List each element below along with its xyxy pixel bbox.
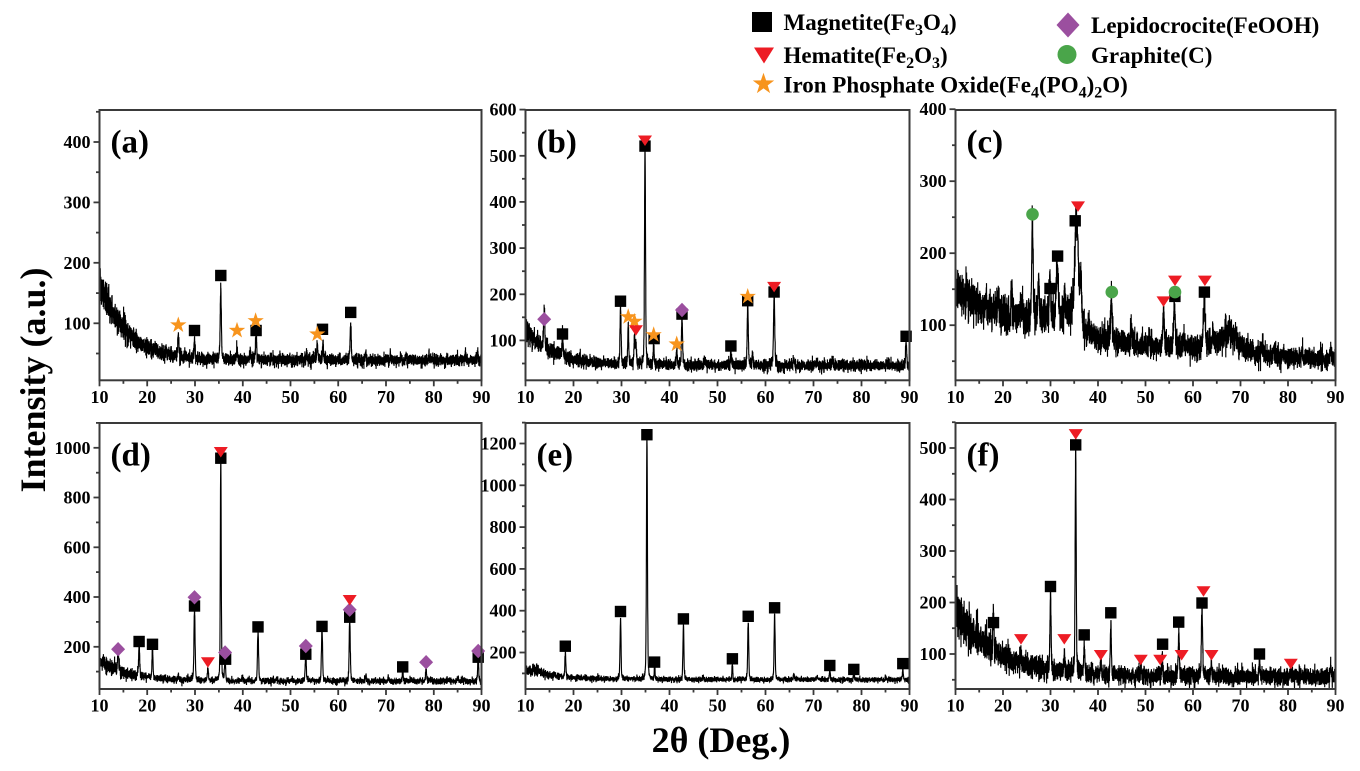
svg-text:10: 10 (517, 387, 535, 407)
svg-text:(a): (a) (111, 125, 149, 161)
svg-text:50: 50 (1137, 387, 1155, 407)
svg-text:50: 50 (282, 387, 300, 407)
svg-text:600: 600 (490, 559, 517, 579)
svg-text:20: 20 (565, 387, 583, 407)
svg-text:60: 60 (757, 387, 775, 407)
svg-text:500: 500 (920, 438, 947, 458)
svg-text:30: 30 (1042, 696, 1060, 716)
svg-text:40: 40 (234, 387, 252, 407)
svg-text:80: 80 (425, 387, 443, 407)
svg-text:50: 50 (709, 696, 727, 716)
svg-text:300: 300 (920, 171, 947, 191)
svg-text:Hematite(Fe2O3): Hematite(Fe2O3) (784, 43, 948, 72)
svg-text:(d): (d) (111, 438, 151, 474)
svg-text:80: 80 (853, 696, 871, 716)
svg-text:Graphite(C): Graphite(C) (1091, 43, 1212, 68)
svg-text:(e): (e) (537, 438, 574, 474)
svg-text:30: 30 (1042, 387, 1060, 407)
svg-text:200: 200 (920, 593, 947, 613)
svg-text:1200: 1200 (481, 434, 517, 454)
svg-text:40: 40 (661, 387, 679, 407)
svg-text:70: 70 (1232, 387, 1250, 407)
svg-text:2θ (Deg.): 2θ (Deg.) (652, 720, 791, 760)
svg-text:30: 30 (613, 696, 631, 716)
svg-text:60: 60 (757, 696, 775, 716)
svg-text:90: 90 (473, 696, 491, 716)
svg-text:1000: 1000 (55, 438, 91, 458)
svg-text:Iron Phosphate Oxide(Fe4(PO4)2: Iron Phosphate Oxide(Fe4(PO4)2O) (784, 73, 1128, 102)
svg-text:90: 90 (473, 387, 491, 407)
svg-text:90: 90 (901, 387, 919, 407)
svg-text:70: 70 (805, 387, 823, 407)
svg-text:300: 300 (920, 541, 947, 561)
svg-text:10: 10 (947, 696, 965, 716)
svg-text:500: 500 (490, 146, 517, 166)
svg-text:60: 60 (1184, 696, 1202, 716)
svg-text:100: 100 (64, 313, 91, 333)
svg-text:70: 70 (377, 696, 395, 716)
svg-text:50: 50 (282, 696, 300, 716)
svg-text:800: 800 (64, 488, 91, 508)
svg-text:90: 90 (1327, 387, 1345, 407)
svg-text:40: 40 (661, 696, 679, 716)
svg-text:800: 800 (490, 517, 517, 537)
svg-text:60: 60 (329, 387, 347, 407)
svg-text:80: 80 (1279, 696, 1297, 716)
svg-text:10: 10 (947, 387, 965, 407)
svg-text:80: 80 (853, 387, 871, 407)
svg-text:50: 50 (1137, 696, 1155, 716)
svg-text:20: 20 (138, 696, 156, 716)
svg-text:200: 200 (490, 284, 517, 304)
svg-text:100: 100 (490, 330, 517, 350)
svg-text:30: 30 (613, 387, 631, 407)
svg-text:30: 30 (186, 387, 204, 407)
svg-text:300: 300 (64, 192, 91, 212)
svg-text:400: 400 (64, 587, 91, 607)
svg-text:1000: 1000 (481, 475, 517, 495)
svg-text:400: 400 (64, 132, 91, 152)
svg-text:Magnetite(Fe3O4): Magnetite(Fe3O4) (784, 10, 957, 39)
svg-text:20: 20 (138, 387, 156, 407)
svg-text:600: 600 (490, 100, 517, 120)
svg-text:60: 60 (1184, 387, 1202, 407)
svg-text:200: 200 (64, 637, 91, 657)
svg-text:20: 20 (994, 696, 1012, 716)
svg-text:200: 200 (490, 643, 517, 663)
svg-text:40: 40 (234, 696, 252, 716)
svg-text:90: 90 (901, 696, 919, 716)
svg-text:80: 80 (425, 696, 443, 716)
svg-text:10: 10 (91, 696, 109, 716)
svg-text:50: 50 (709, 387, 727, 407)
svg-text:400: 400 (920, 490, 947, 510)
svg-text:60: 60 (329, 696, 347, 716)
svg-text:10: 10 (517, 696, 535, 716)
svg-text:600: 600 (64, 537, 91, 557)
svg-text:90: 90 (1327, 696, 1345, 716)
svg-text:40: 40 (1089, 387, 1107, 407)
svg-text:200: 200 (920, 243, 947, 263)
svg-text:400: 400 (920, 99, 947, 119)
svg-text:(b): (b) (537, 125, 577, 161)
svg-text:20: 20 (565, 696, 583, 716)
svg-text:Lepidocrocite(FeOOH): Lepidocrocite(FeOOH) (1091, 13, 1319, 38)
svg-text:30: 30 (186, 696, 204, 716)
svg-text:100: 100 (920, 644, 947, 664)
svg-text:400: 400 (490, 192, 517, 212)
svg-text:20: 20 (994, 387, 1012, 407)
svg-text:400: 400 (490, 601, 517, 621)
svg-text:70: 70 (377, 387, 395, 407)
svg-text:Intensity (a.u.): Intensity (a.u.) (13, 267, 53, 492)
svg-text:70: 70 (805, 696, 823, 716)
svg-text:70: 70 (1232, 696, 1250, 716)
svg-text:10: 10 (91, 387, 109, 407)
svg-text:200: 200 (64, 253, 91, 273)
svg-text:(c): (c) (967, 125, 1004, 161)
svg-text:80: 80 (1279, 387, 1297, 407)
svg-text:40: 40 (1089, 696, 1107, 716)
svg-text:(f): (f) (967, 438, 1000, 474)
svg-text:300: 300 (490, 238, 517, 258)
svg-text:100: 100 (920, 315, 947, 335)
